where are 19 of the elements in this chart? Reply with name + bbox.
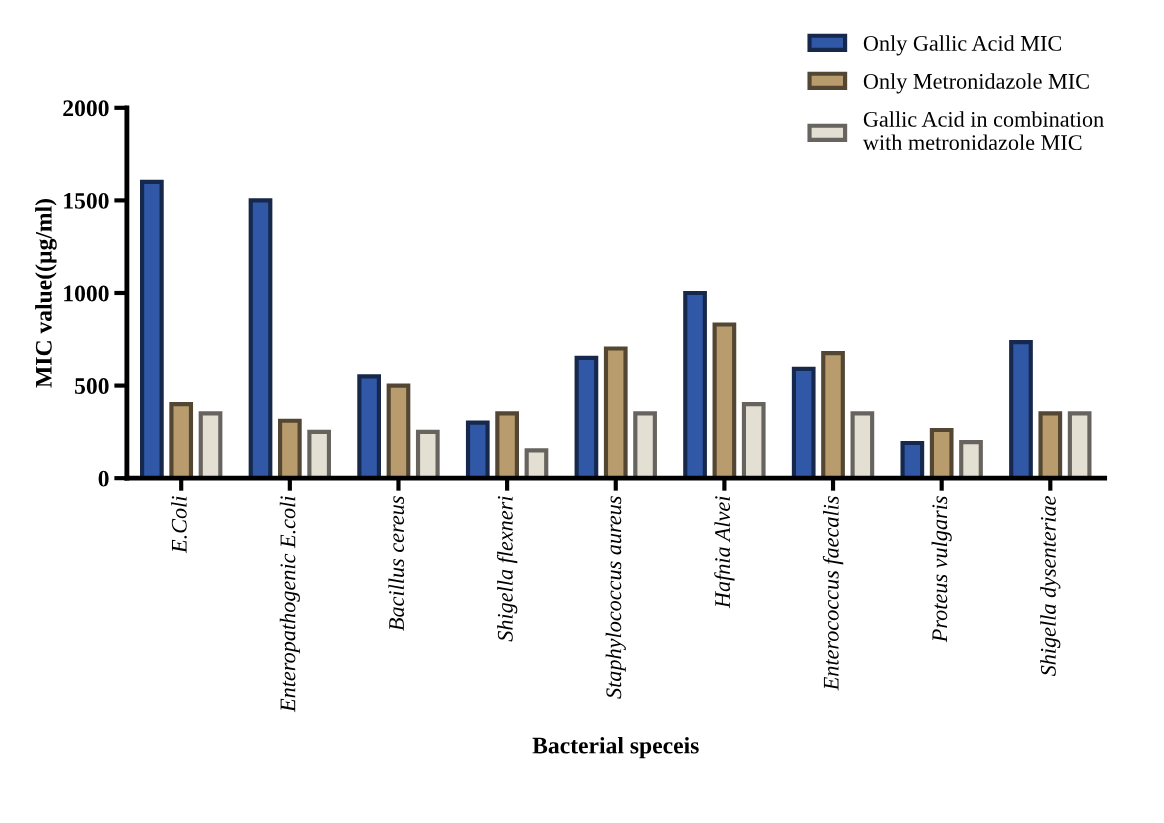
x-tick-label: Hafnia Alvei	[714, 496, 735, 609]
x-tick-label: Shigella dysenteriae	[1040, 496, 1061, 677]
y-tick-label: 1500	[64, 192, 109, 209]
y-tick-label: 500	[75, 378, 109, 394]
x-tick-label: Shigella flexneri	[496, 496, 518, 642]
x-axis-title: Bacterial speceis	[532, 736, 699, 759]
y-tick-label: 0	[98, 470, 109, 487]
y-axis-title: MIC value((µg/ml)	[35, 199, 57, 388]
legend-label: Only Gallic Acid MIC	[863, 35, 1062, 56]
x-tick-label: Proteus vulgaris	[931, 496, 952, 643]
legend-label: Only Metronidazole MIC	[863, 73, 1089, 94]
y-tick-label: 1000	[64, 285, 109, 302]
y-tick-label: 2000	[63, 100, 109, 117]
x-tick-label: Enterococcus faecalis	[822, 496, 844, 691]
x-tick-label: E.Coli	[171, 496, 187, 554]
x-tick-label: Staphylococcus aureus	[605, 496, 626, 699]
legend-label: Gallic Acid in combination with metronidazole MIC	[862, 111, 1104, 151]
x-tick-label: Bacillus cereus	[388, 496, 405, 631]
x-tick-label: Enteropathogenic E.coli	[279, 496, 300, 713]
